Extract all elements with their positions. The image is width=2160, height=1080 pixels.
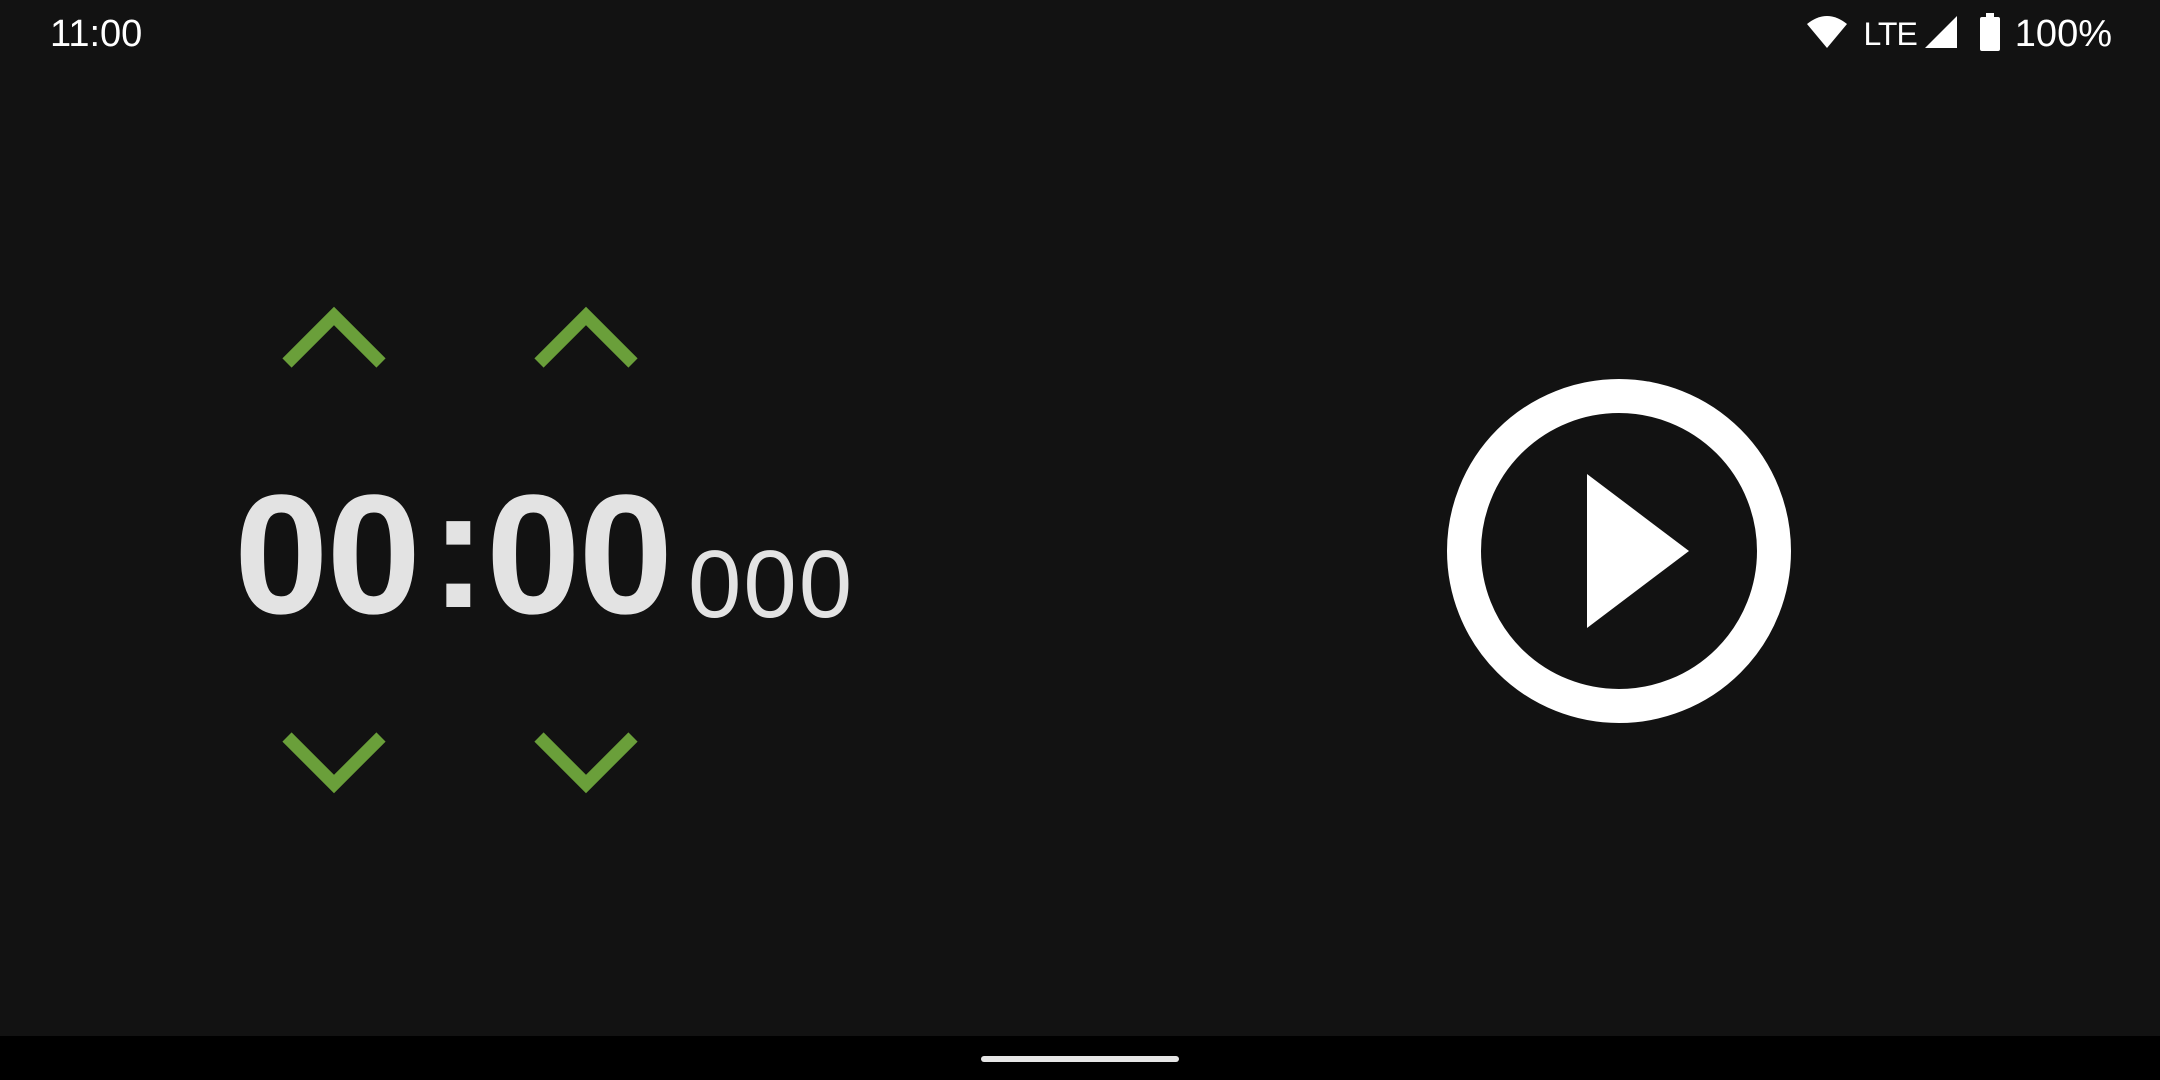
battery-percent: 100% bbox=[2014, 13, 2112, 55]
wifi-icon bbox=[1805, 14, 1849, 55]
battery-icon bbox=[1979, 12, 2001, 56]
signal-icon bbox=[1923, 14, 1959, 55]
status-bar: 11:00 LTE 100% bbox=[0, 0, 2160, 68]
navigation-bar bbox=[0, 1036, 2160, 1080]
network-type-label: LTE bbox=[1863, 16, 1917, 52]
increase-minutes-button[interactable] bbox=[534, 302, 638, 368]
chevron-up-icon bbox=[282, 306, 386, 368]
home-gesture-handle[interactable] bbox=[981, 1056, 1179, 1062]
status-icons: LTE 100% bbox=[1805, 12, 2112, 56]
timer-separator: : bbox=[430, 454, 487, 644]
chevron-down-icon bbox=[282, 732, 386, 794]
play-icon bbox=[1447, 379, 1791, 723]
decrease-hours-button[interactable] bbox=[282, 732, 386, 798]
timer-milliseconds: 000 bbox=[688, 531, 855, 638]
status-time: 11:00 bbox=[50, 13, 143, 55]
chevron-up-icon bbox=[534, 306, 638, 368]
increase-hours-button[interactable] bbox=[282, 302, 386, 368]
timer-hours[interactable]: 00 bbox=[234, 460, 421, 650]
play-button[interactable] bbox=[1446, 378, 1792, 724]
timer-minutes[interactable]: 00 bbox=[486, 460, 673, 650]
decrease-minutes-button[interactable] bbox=[534, 732, 638, 798]
chevron-down-icon bbox=[534, 732, 638, 794]
